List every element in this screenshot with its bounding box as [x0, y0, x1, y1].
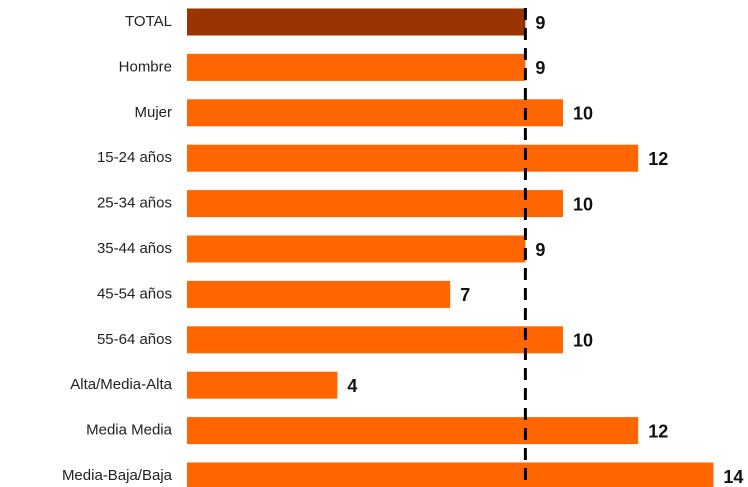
value-label: 9 — [535, 240, 545, 260]
category-label: 15-24 años — [97, 149, 172, 166]
value-label: 9 — [535, 58, 545, 78]
value-label: 9 — [535, 13, 545, 33]
category-label: 45-54 años — [97, 285, 172, 302]
bar — [187, 417, 639, 445]
category-label: Alta/Media-Alta — [70, 376, 172, 393]
value-label: 12 — [648, 149, 668, 169]
value-label: 10 — [573, 194, 593, 214]
category-label: Hombre — [119, 58, 172, 75]
bar — [187, 8, 526, 36]
category-label: 25-34 años — [97, 195, 172, 212]
bar — [187, 326, 563, 354]
bar — [187, 235, 526, 263]
bar — [187, 371, 338, 399]
value-label: 4 — [347, 376, 357, 396]
category-label: TOTAL — [125, 13, 172, 30]
value-label: 10 — [573, 104, 593, 124]
value-label: 14 — [723, 467, 743, 487]
bar — [187, 462, 714, 487]
value-label: 12 — [648, 421, 668, 441]
value-label: 10 — [573, 331, 593, 351]
category-label: Media-Baja/Baja — [62, 467, 173, 484]
bar — [187, 144, 639, 172]
bar — [187, 280, 451, 308]
bar — [187, 190, 563, 218]
bar — [187, 53, 526, 81]
category-label: 35-44 años — [97, 240, 172, 257]
category-label: Media Media — [86, 422, 173, 439]
value-label: 7 — [460, 285, 470, 305]
category-label: 55-64 años — [97, 331, 172, 348]
category-label: Mujer — [134, 104, 172, 121]
bar — [187, 99, 563, 127]
